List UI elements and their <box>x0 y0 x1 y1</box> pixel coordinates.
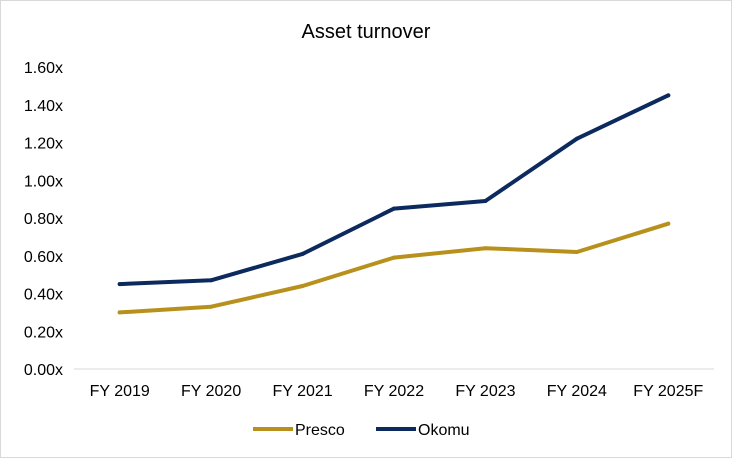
y-tick-label: 0.00x <box>24 362 63 379</box>
data-point-okomu <box>392 206 396 211</box>
data-point-presco <box>300 283 305 288</box>
legend-label-presco: Presco <box>295 422 345 439</box>
y-tick-label: 1.20x <box>24 136 63 153</box>
y-tick-label: 1.00x <box>24 173 63 190</box>
series-group <box>117 93 671 315</box>
data-point-okomu <box>209 278 214 283</box>
x-tick-label: FY 2025F <box>633 383 703 400</box>
y-tick-label: 0.40x <box>24 287 63 304</box>
data-point-presco <box>117 310 122 315</box>
legend-label-okomu: Okomu <box>418 422 470 439</box>
data-point-okomu <box>117 282 122 287</box>
legend: Presco Okomu <box>253 422 470 439</box>
data-point-presco <box>209 304 214 309</box>
data-point-presco <box>392 255 396 260</box>
data-point-presco <box>483 246 488 251</box>
data-point-presco <box>666 221 671 226</box>
y-tick-label: 0.80x <box>24 211 63 228</box>
x-tick-label: FY 2021 <box>272 383 332 400</box>
series-line-presco <box>117 221 671 315</box>
y-tick-label: 0.20x <box>24 324 63 341</box>
x-axis: FY 2019 FY 2020 FY 2021 FY 2022 FY 2023 FY 20… <box>90 383 704 400</box>
data-point-okomu <box>574 136 579 141</box>
x-tick-label: FY 2020 <box>181 383 241 400</box>
data-point-okomu <box>300 251 305 256</box>
x-tick-label: FY 2022 <box>364 383 424 400</box>
data-point-okomu <box>666 93 671 98</box>
y-axis: 0.00x 0.20x 0.40x 0.60x 0.80x 1.00x 1.20x 1.40x… <box>24 60 63 379</box>
y-tick-label: 0.60x <box>24 249 63 266</box>
x-tick-label: FY 2023 <box>455 383 515 400</box>
data-point-okomu <box>483 199 488 204</box>
y-tick-label: 1.40x <box>24 98 63 115</box>
data-point-presco <box>574 249 579 254</box>
x-tick-label: FY 2024 <box>547 383 607 400</box>
x-tick-label: FY 2019 <box>90 383 150 400</box>
chart-title: Asset turnover <box>302 21 431 43</box>
y-tick-label: 1.60x <box>24 60 63 77</box>
